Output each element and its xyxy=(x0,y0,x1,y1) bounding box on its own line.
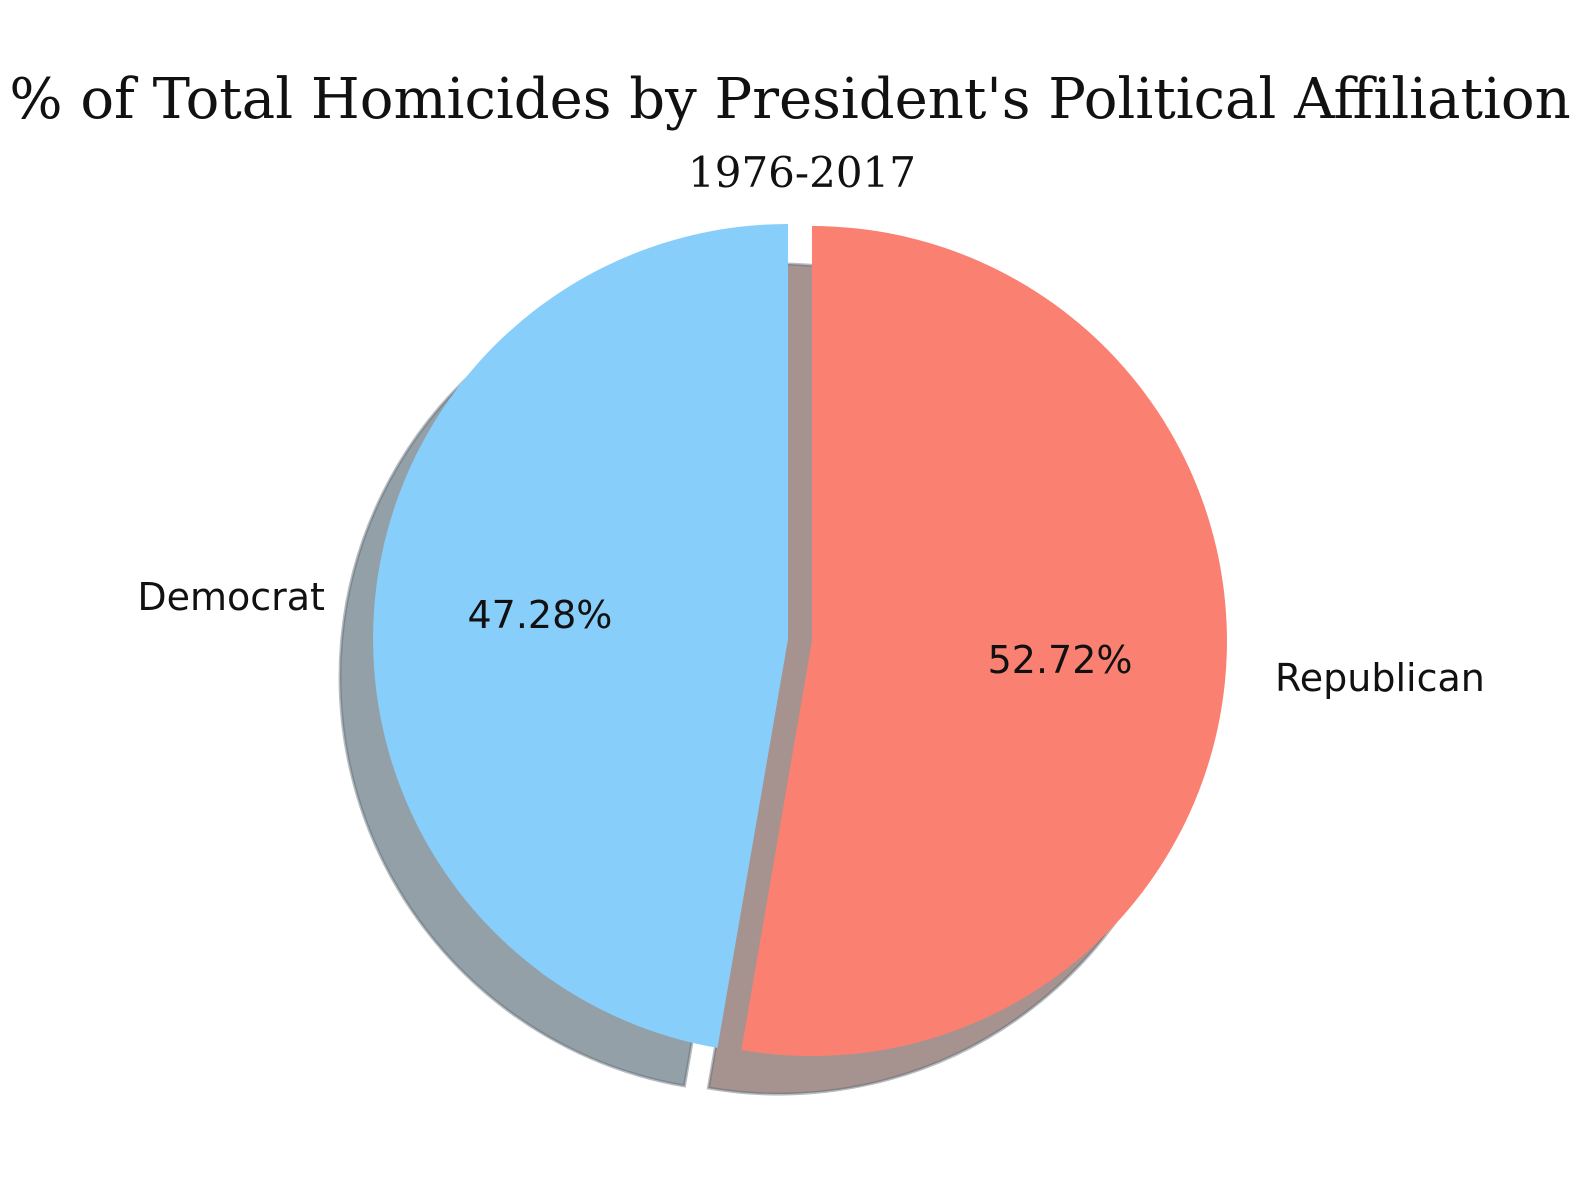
slice-percent-republican: 52.72% xyxy=(988,638,1133,682)
pie-labels: 47.28% Democrat 52.72% Republican xyxy=(137,575,1485,700)
chart-subtitle: 1976-2017 xyxy=(688,148,916,197)
slice-label-democrat: Democrat xyxy=(137,575,325,619)
slice-percent-democrat: 47.28% xyxy=(467,593,612,637)
chart-title: % of Total Homicides by President's Poli… xyxy=(9,67,1570,132)
slice-republican xyxy=(741,226,1227,1057)
slice-label-republican: Republican xyxy=(1275,656,1485,700)
pie-slices xyxy=(373,223,1227,1057)
slice-democrat xyxy=(373,223,789,1048)
